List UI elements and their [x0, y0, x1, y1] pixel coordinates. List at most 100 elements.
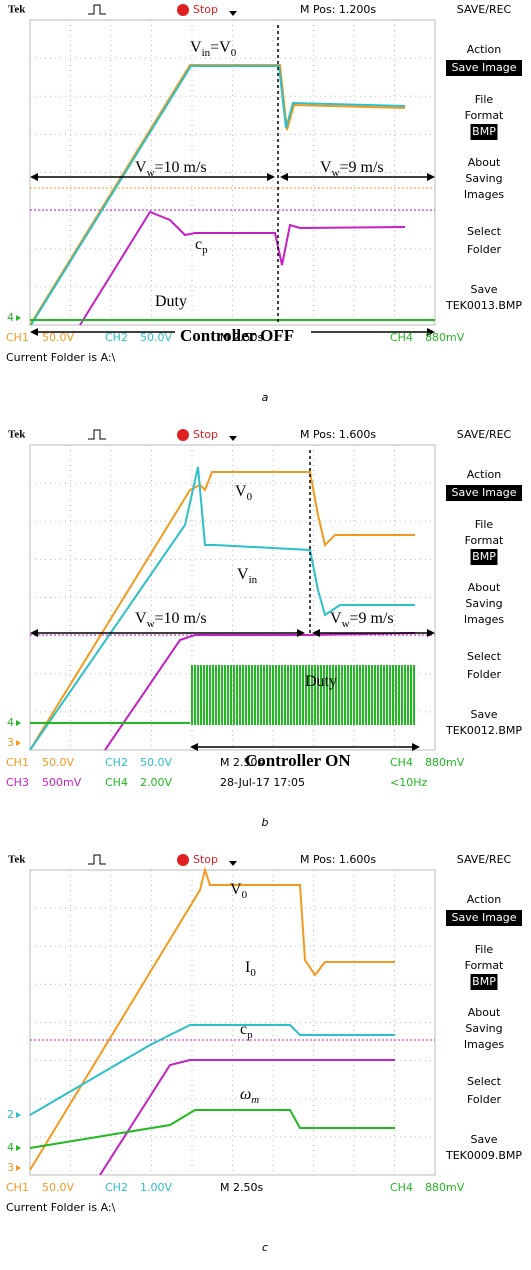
menu-item: Action: [467, 893, 501, 906]
channel-marker: 4: [7, 716, 14, 729]
stop-dot: [177, 429, 189, 441]
annotation-part: =10 m/s: [155, 610, 207, 627]
menu-item: Images: [464, 613, 504, 626]
annotation-part: 0: [231, 47, 237, 59]
status-item: 50.0V: [140, 756, 172, 769]
status-item: CH1: [6, 331, 29, 344]
channel-arrow: [16, 1112, 21, 1118]
status-item: M 2.50s: [220, 1181, 263, 1194]
annotation-part: =10 m/s: [155, 159, 207, 176]
annotation-part: V: [237, 566, 249, 583]
menu-title: SAVE/REC: [457, 3, 512, 16]
status-item: 50.0V: [42, 331, 74, 344]
status-item: M 2.50s: [220, 756, 263, 769]
channel-marker: 4: [7, 311, 14, 324]
status-item: 880mV: [425, 1181, 465, 1194]
figure: TekStopM Pos: 1.200sSAVE/RECVin=V0Vw=10 …: [0, 0, 531, 1270]
menu-item: Save: [470, 283, 497, 296]
annotation: Vw=9 m/s: [320, 159, 384, 179]
stop-dot: [177, 854, 189, 866]
menu-title: SAVE/REC: [457, 853, 512, 866]
menu-item: TEK0013.BMP: [445, 299, 522, 312]
status-item: Current Folder is A:\: [6, 351, 116, 364]
status-item: CH4: [390, 331, 413, 344]
annotation-part: w: [147, 167, 155, 179]
annotation-part: =9 m/s: [350, 610, 394, 627]
stop-dot: [177, 4, 189, 16]
trigger-icon: [88, 855, 106, 864]
channel-marker: 3: [7, 1161, 14, 1174]
menu-item: File: [475, 943, 494, 956]
caption: a: [262, 391, 269, 404]
menu-item: File: [475, 518, 494, 531]
menu-item: About: [468, 581, 501, 594]
channel-marker: 3: [7, 736, 14, 749]
menu-item: Save Image: [452, 486, 517, 499]
caption: c: [262, 1241, 268, 1254]
menu-item: About: [468, 1006, 501, 1019]
run-state: Stop: [193, 3, 218, 16]
channel-marker: 4: [7, 1141, 14, 1154]
menu-item: Save: [470, 1133, 497, 1146]
annotation: Vw=9 m/s: [330, 610, 394, 630]
annotation-part: Duty: [305, 673, 337, 690]
menu-item: Folder: [467, 1093, 501, 1106]
menu-item: Select: [467, 650, 502, 663]
status-item: 500mV: [42, 776, 82, 789]
status-item: CH2: [105, 756, 128, 769]
status-item: CH4: [390, 1181, 413, 1194]
brand: Tek: [8, 4, 26, 16]
annotation-part: V: [330, 610, 342, 627]
annotation-part: w: [147, 618, 155, 630]
menu-item: Saving: [465, 1022, 502, 1035]
status-item: Current Folder is A:\: [6, 1201, 116, 1214]
annotation-part: Duty: [155, 293, 187, 310]
annotation-part: 0: [247, 491, 253, 503]
annotation-part: c: [240, 1021, 247, 1038]
menu-item: Select: [467, 1075, 502, 1088]
annotation-part: ω: [240, 1086, 251, 1103]
status-item: 28-Jul-17 17:05: [220, 776, 305, 789]
annotation-part: V: [135, 610, 147, 627]
status-item: CH1: [6, 756, 29, 769]
annotation-part: V: [230, 881, 242, 898]
m-pos: M Pos: 1.600s: [300, 853, 376, 866]
annotation-part: p: [247, 1029, 253, 1041]
scope-panel: TekStopM Pos: 1.600sSAVE/RECV0I0cpωm243A…: [6, 853, 522, 1254]
channel-arrow: [16, 315, 21, 321]
channel-arrow: [16, 740, 21, 746]
menu-item: Images: [464, 1038, 504, 1051]
menu-item: Images: [464, 188, 504, 201]
brand: Tek: [8, 429, 26, 441]
annotation-part: p: [202, 244, 208, 256]
run-state: Stop: [193, 853, 218, 866]
menu-item: Action: [467, 468, 501, 481]
annotation-part: c: [195, 236, 202, 253]
status-item: 50.0V: [140, 331, 172, 344]
status-item: 1.00V: [140, 1181, 172, 1194]
menu-title: SAVE/REC: [457, 428, 512, 441]
status-item: CH3: [6, 776, 29, 789]
menu-item: Select: [467, 225, 502, 238]
annotation: Vw=10 m/s: [135, 159, 207, 179]
menu-item: Saving: [465, 597, 502, 610]
annotation-part: 0: [250, 967, 256, 979]
trigger-arrow: [229, 436, 237, 441]
annotation-part: V: [235, 483, 247, 500]
annotation-part: w: [342, 618, 350, 630]
channel-arrow: [16, 1145, 21, 1151]
trigger-arrow: [229, 11, 237, 16]
annotation-part: V: [190, 39, 202, 56]
status-item: CH2: [105, 1181, 128, 1194]
annotation-part: 0: [242, 889, 248, 901]
menu-item: Save Image: [452, 61, 517, 74]
channel-marker: 2: [7, 1108, 14, 1121]
menu-item: Save: [470, 708, 497, 721]
status-item: CH4: [390, 756, 413, 769]
menu-item: BMP: [472, 550, 496, 563]
status-item: 2.00V: [140, 776, 172, 789]
menu-item: Action: [467, 43, 501, 56]
brand: Tek: [8, 854, 26, 866]
